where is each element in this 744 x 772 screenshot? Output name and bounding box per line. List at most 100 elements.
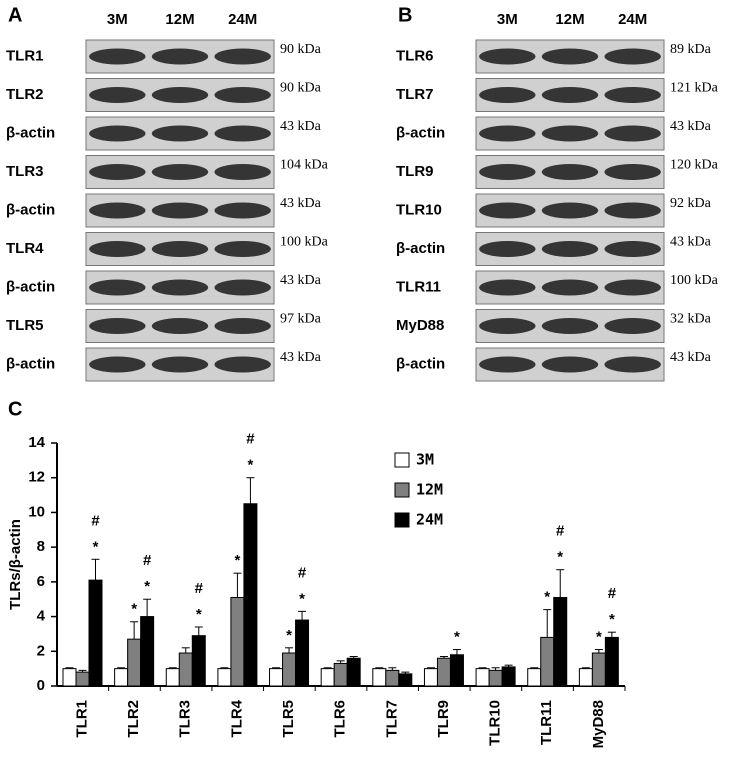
blot-label: β-actin xyxy=(396,124,445,141)
bar xyxy=(527,668,542,687)
band xyxy=(151,318,209,334)
significance-mark: * xyxy=(454,629,460,646)
band xyxy=(541,87,599,103)
band xyxy=(604,48,661,65)
bar xyxy=(178,652,193,687)
band xyxy=(214,356,271,373)
legend-label: 12M xyxy=(416,481,443,499)
significance-mark: # xyxy=(608,585,617,602)
blot-size: 104 kDa xyxy=(280,158,329,173)
blot-label: TLR11 xyxy=(396,278,441,295)
legend-label: 24M xyxy=(416,511,443,529)
significance-mark: # xyxy=(298,564,307,581)
band xyxy=(479,279,536,296)
lane-label: 3M xyxy=(107,11,128,28)
significance-mark: * xyxy=(234,552,240,569)
band xyxy=(214,318,271,334)
blot-size: 43 kDa xyxy=(670,119,712,134)
blot-label: β-actin xyxy=(396,355,445,372)
significance-mark: # xyxy=(91,512,100,529)
bar xyxy=(230,596,245,687)
significance-mark: * xyxy=(144,578,150,595)
lane-label: 24M xyxy=(618,11,647,28)
x-tick-label: MyD88 xyxy=(590,700,607,748)
bar xyxy=(127,638,142,687)
bar xyxy=(320,668,335,687)
band xyxy=(479,356,536,373)
band xyxy=(89,356,146,373)
band xyxy=(541,356,599,373)
bar xyxy=(333,662,348,687)
blot-size: 100 kDa xyxy=(280,235,329,250)
x-tick-label: TLR4 xyxy=(228,699,245,737)
significance-mark: * xyxy=(609,611,615,628)
band xyxy=(89,318,146,334)
blot-size: 90 kDa xyxy=(280,81,322,96)
bar xyxy=(398,673,413,687)
band xyxy=(479,318,536,334)
bar xyxy=(217,668,232,687)
blot-label: TLR1 xyxy=(6,47,44,64)
blot-size: 43 kDa xyxy=(280,273,322,288)
x-tick-label: TLR6 xyxy=(332,700,349,738)
significance-mark: * xyxy=(596,629,602,646)
y-tick-label: 8 xyxy=(37,538,45,555)
band xyxy=(604,202,661,219)
x-tick-label: TLR10 xyxy=(487,700,504,746)
y-tick-label: 12 xyxy=(28,469,45,486)
blot-size: 43 kDa xyxy=(280,196,322,211)
blot-size: 92 kDa xyxy=(670,196,712,211)
bar xyxy=(191,635,206,687)
band xyxy=(541,241,599,257)
bar xyxy=(501,666,516,687)
bar xyxy=(475,668,490,687)
lane-label: 3M xyxy=(497,11,518,28)
x-tick-label: TLR5 xyxy=(280,700,297,738)
significance-mark: * xyxy=(247,457,253,474)
blot-size: 89 kDa xyxy=(670,42,712,57)
bar xyxy=(449,654,464,687)
significance-mark: # xyxy=(195,580,204,597)
bar xyxy=(346,657,361,687)
band xyxy=(151,241,209,257)
band xyxy=(151,356,209,373)
band xyxy=(214,279,271,296)
bar xyxy=(423,668,438,687)
x-tick-label: TLR7 xyxy=(383,700,400,738)
blot-label: TLR6 xyxy=(396,47,434,64)
band xyxy=(89,87,146,103)
band xyxy=(151,48,209,65)
significance-mark: # xyxy=(246,431,255,448)
lane-label: 12M xyxy=(165,11,194,28)
panel-label: A xyxy=(8,4,22,26)
bar xyxy=(372,668,387,687)
band xyxy=(541,279,599,296)
significance-mark: * xyxy=(557,549,563,566)
y-tick-label: 2 xyxy=(37,642,45,659)
blot-label: β-actin xyxy=(6,278,55,295)
bar xyxy=(75,671,90,687)
blot-size: 90 kDa xyxy=(280,42,322,57)
band xyxy=(604,279,661,296)
panel-label: B xyxy=(398,4,412,26)
y-tick-label: 14 xyxy=(28,434,45,451)
blot-label: TLR9 xyxy=(396,163,434,180)
significance-mark: * xyxy=(131,601,137,618)
band xyxy=(151,87,209,103)
bar xyxy=(282,652,297,687)
band xyxy=(541,202,599,219)
bar xyxy=(62,668,77,687)
x-tick-label: TLR11 xyxy=(538,700,555,745)
y-tick-label: 0 xyxy=(37,677,45,694)
bar xyxy=(295,619,310,687)
blot-label: β-actin xyxy=(6,124,55,141)
y-tick-label: 10 xyxy=(28,503,45,520)
blot-label: β-actin xyxy=(6,201,55,218)
panel-label: C xyxy=(8,398,22,420)
bar xyxy=(269,668,284,687)
y-axis-label: TLRs/β-actin xyxy=(7,519,24,610)
bar xyxy=(488,669,503,687)
band xyxy=(151,125,209,142)
blot-size: 43 kDa xyxy=(670,350,712,365)
